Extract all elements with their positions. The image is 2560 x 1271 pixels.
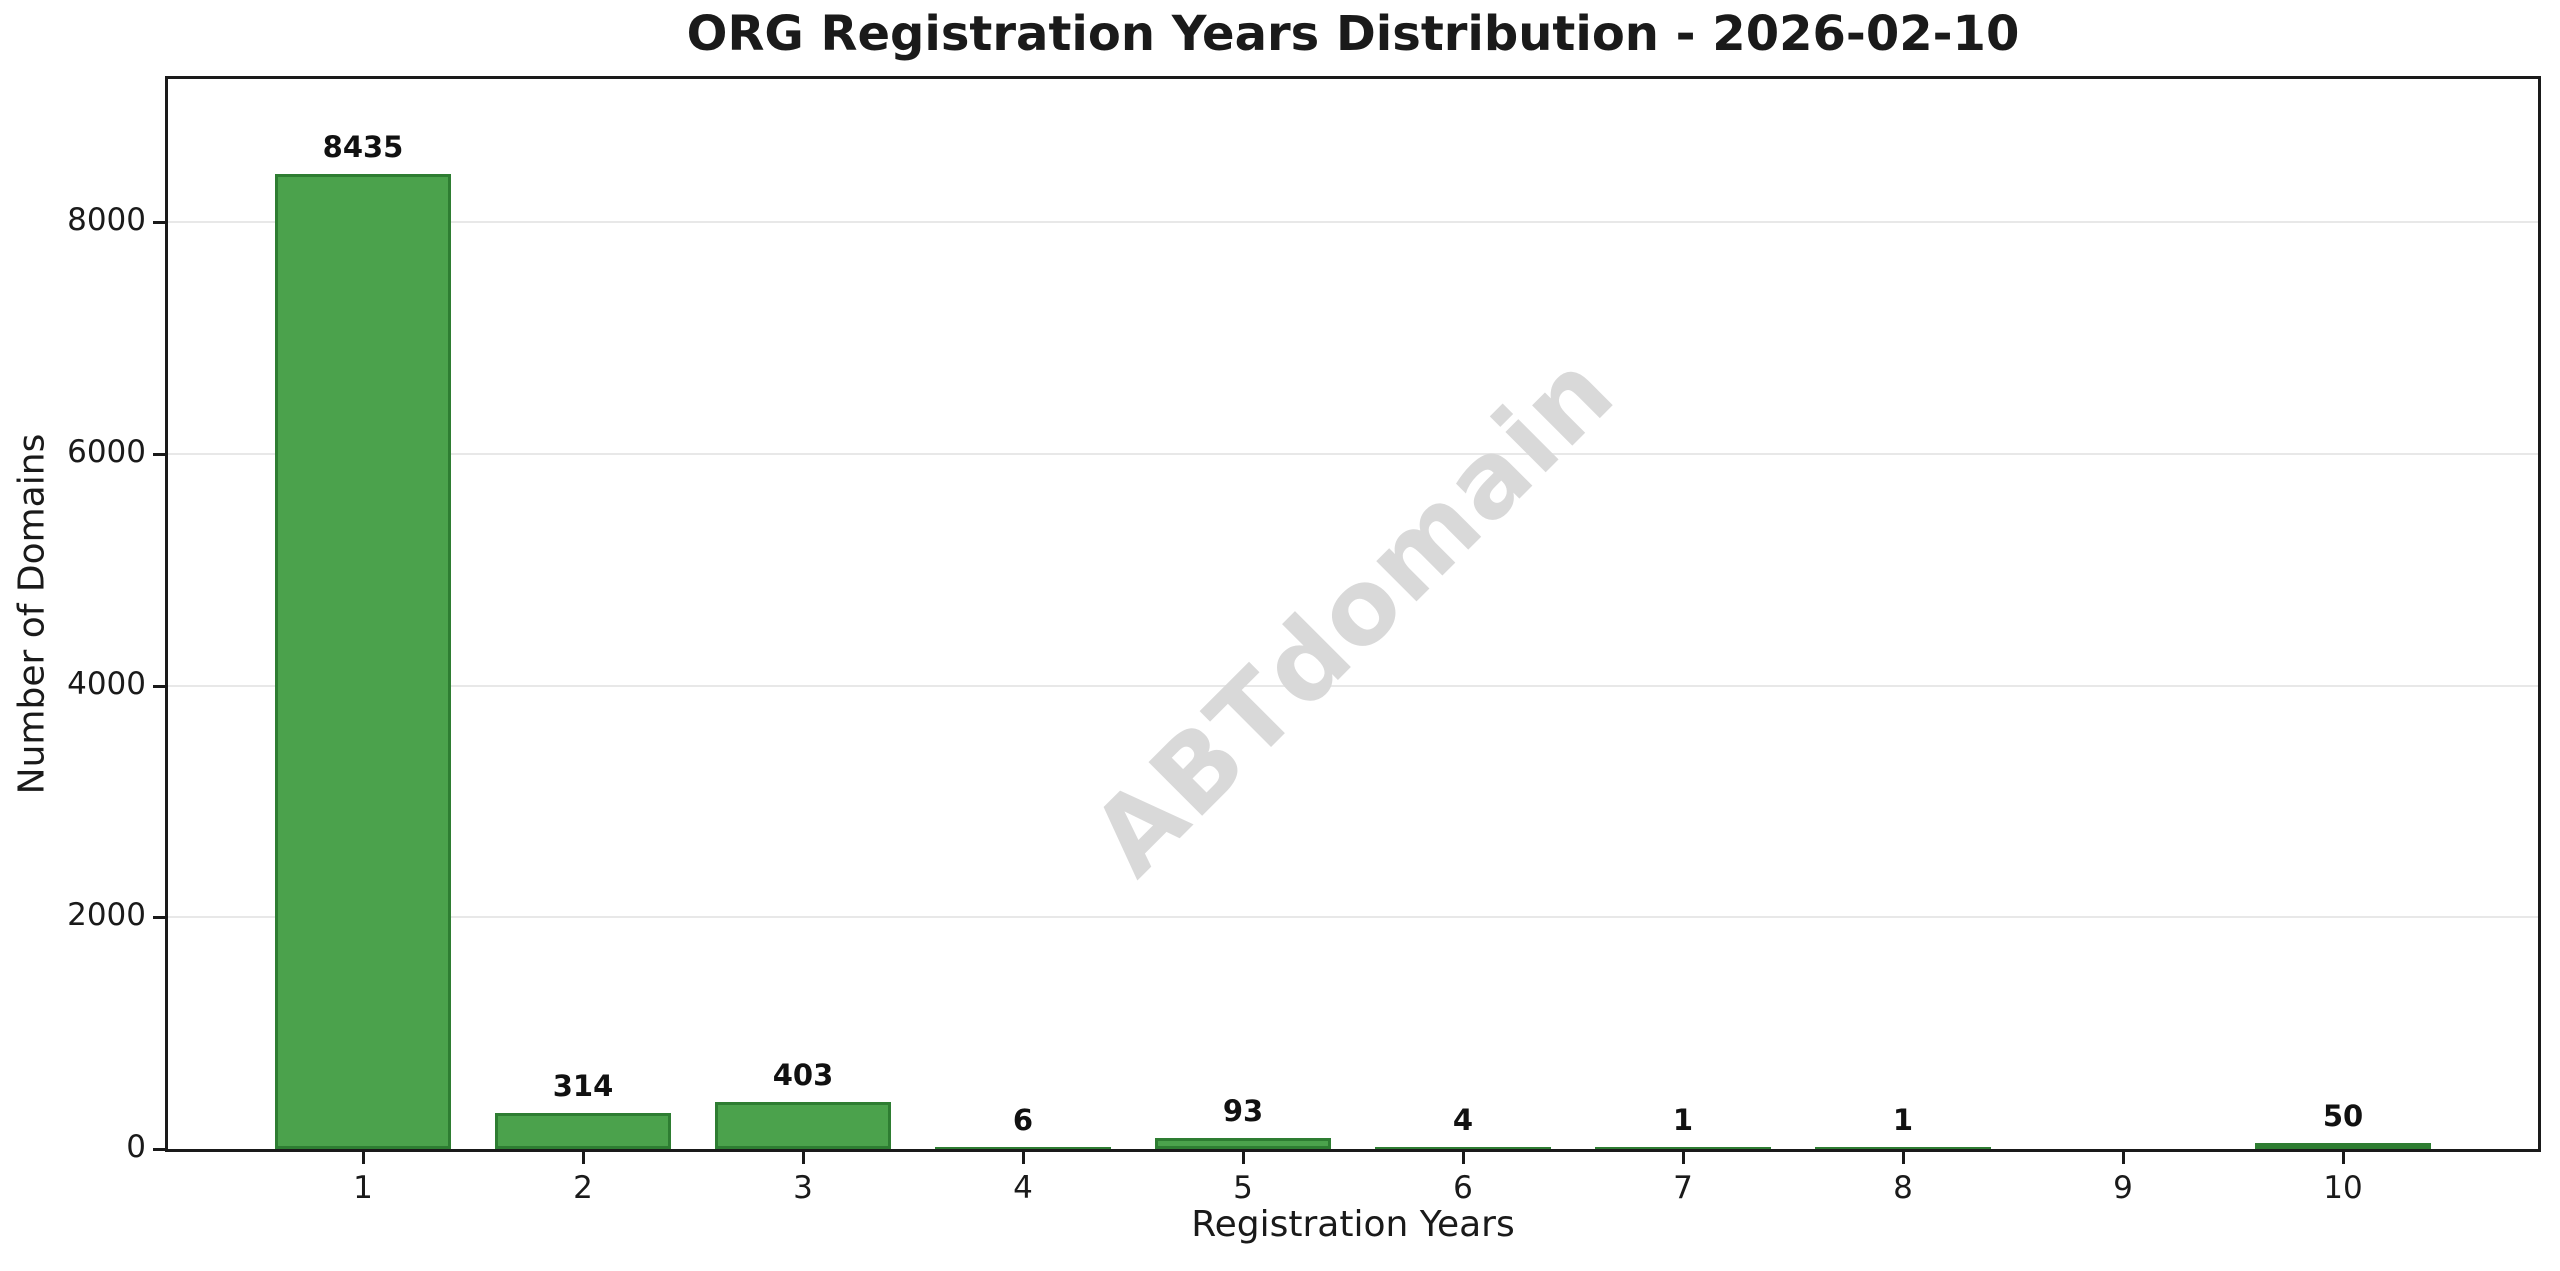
x-tick-mark-8 <box>1902 1152 1905 1164</box>
bar-year-7 <box>1595 1147 1771 1149</box>
bar-value-label-5: 93 <box>1222 1094 1264 1128</box>
chart-title: ORG Registration Years Distribution - 20… <box>686 6 2020 62</box>
x-tick-mark-1 <box>362 1152 365 1164</box>
x-tick-label-3: 3 <box>793 1170 813 1206</box>
y-tick-mark-4000 <box>153 684 165 688</box>
gridline-6000 <box>168 452 2538 455</box>
bar-year-10 <box>2255 1143 2431 1149</box>
x-tick-mark-3 <box>802 1152 805 1164</box>
y-tick-mark-0 <box>153 1148 165 1151</box>
y-tick-mark-6000 <box>153 452 165 456</box>
bar-year-4 <box>935 1147 1111 1149</box>
bar-year-1 <box>275 174 451 1149</box>
y-tick-mark-2000 <box>153 916 165 920</box>
y-tick-label-4000: 4000 <box>67 665 146 702</box>
x-tick-label-9: 9 <box>2113 1170 2133 1206</box>
y-tick-label-0: 0 <box>126 1129 146 1165</box>
bar-value-label-1: 8435 <box>322 130 404 164</box>
x-axis-label: Registration Years <box>1191 1204 1515 1245</box>
plot-area: ABTdomain 8435 314 403 6 93 4 1 1 50 <box>165 76 2541 1152</box>
x-tick-label-2: 2 <box>573 1170 593 1206</box>
x-tick-label-6: 6 <box>1453 1170 1473 1206</box>
x-tick-mark-7 <box>1682 1152 1685 1164</box>
watermark-text: ABTdomain <box>1068 329 1638 899</box>
bar-year-8 <box>1815 1147 1991 1149</box>
bar-value-label-3: 403 <box>772 1058 834 1092</box>
bar-year-5 <box>1155 1138 1331 1149</box>
bar-value-label-4: 6 <box>1012 1103 1034 1137</box>
y-tick-label-8000: 8000 <box>67 202 146 238</box>
x-tick-label-8: 8 <box>1893 1170 1913 1206</box>
bar-value-label-10: 50 <box>2322 1099 2364 1133</box>
x-tick-label-10: 10 <box>2323 1170 2363 1206</box>
x-tick-mark-10 <box>2342 1152 2345 1164</box>
bar-year-6 <box>1375 1147 1551 1149</box>
bar-year-3 <box>715 1102 891 1149</box>
gridline-2000 <box>168 916 2538 919</box>
y-axis-label: Number of Domains <box>11 433 53 795</box>
x-tick-mark-2 <box>582 1152 585 1164</box>
x-tick-mark-5 <box>1242 1152 1245 1164</box>
x-tick-label-1: 1 <box>353 1170 373 1206</box>
x-tick-label-7: 7 <box>1673 1170 1693 1206</box>
gridline-4000 <box>168 684 2538 687</box>
bar-year-2 <box>495 1113 671 1149</box>
gridline-8000 <box>168 221 2538 223</box>
x-tick-mark-9 <box>2122 1152 2125 1164</box>
bar-value-label-7: 1 <box>1672 1103 1694 1137</box>
y-tick-label-2000: 2000 <box>67 897 146 934</box>
y-tick-mark-8000 <box>153 221 165 224</box>
x-tick-mark-6 <box>1462 1152 1465 1164</box>
y-tick-label-6000: 6000 <box>67 433 146 470</box>
x-tick-label-5: 5 <box>1233 1170 1253 1206</box>
bar-value-label-2: 314 <box>552 1069 614 1103</box>
bar-value-label-6: 4 <box>1452 1103 1474 1137</box>
x-tick-label-4: 4 <box>1013 1170 1033 1206</box>
x-tick-mark-4 <box>1022 1152 1025 1164</box>
bar-value-label-8: 1 <box>1892 1103 1914 1137</box>
